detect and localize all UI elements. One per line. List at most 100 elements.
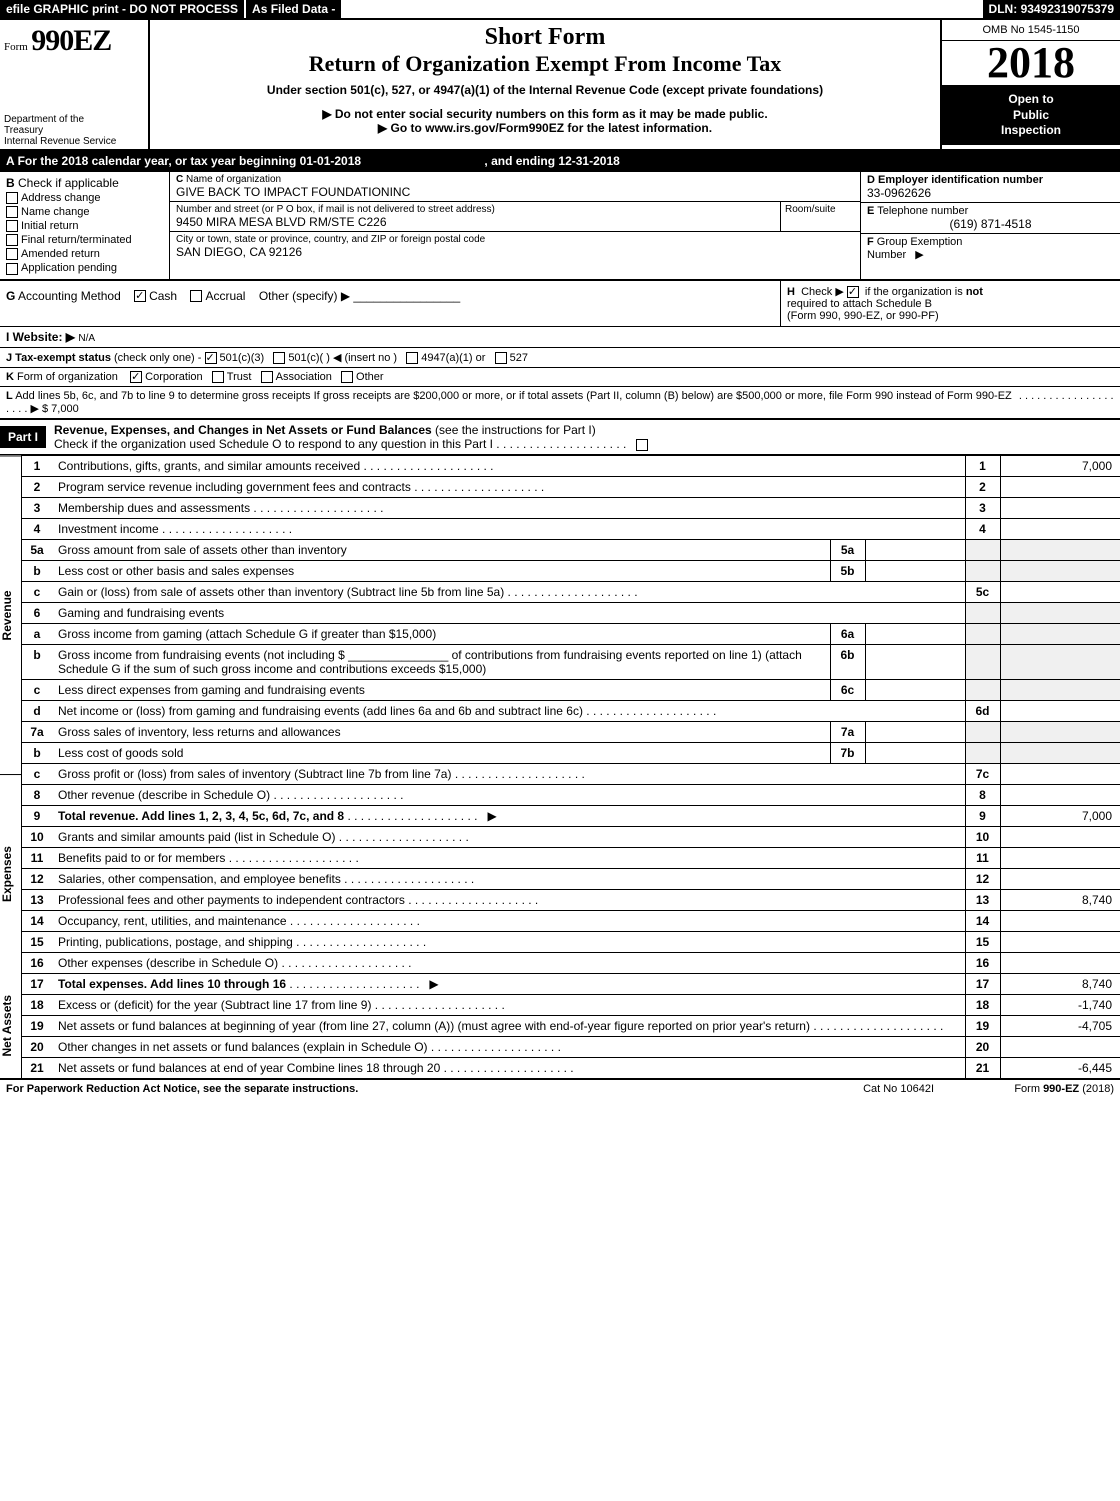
line-row: 17 Total expenses. Add lines 10 through … (22, 973, 1120, 994)
side-label-expenses: Expenses (0, 774, 21, 974)
line-box-num: 11 (965, 847, 1000, 868)
line-amount: 8,740 (1000, 973, 1120, 994)
line-row: 1 Contributions, gifts, grants, and simi… (22, 455, 1120, 476)
inline-box-label: 5a (830, 539, 865, 560)
check-box[interactable] (6, 234, 18, 246)
line-row: 10 Grants and similar amounts paid (list… (22, 826, 1120, 847)
side-label-net-assets: Net Assets (0, 974, 21, 1078)
as-filed-banner: As Filed Data - (246, 0, 341, 18)
k-checkbox[interactable] (261, 371, 273, 383)
inline-box-label: 6a (830, 623, 865, 644)
line-row: 4 Investment income 4 (22, 518, 1120, 539)
check-item: Name change (6, 206, 163, 218)
section-d-label: D Employer identification number (867, 174, 1114, 186)
inline-box-amt (865, 742, 965, 763)
dln-block: DLN: 93492319075379 (983, 0, 1120, 18)
line-amount (1000, 826, 1120, 847)
form-label: Form (4, 41, 28, 53)
check-item: Amended return (6, 248, 163, 260)
h-checkbox[interactable] (847, 286, 859, 298)
short-form-title: Short Form (158, 24, 932, 51)
section-l-row: L Add lines 5b, 6c, and 7b to line 9 to … (0, 387, 1120, 420)
footer-right: Form 990-EZ (2018) (934, 1083, 1114, 1095)
line-amount: 8,740 (1000, 889, 1120, 910)
footer-mid: Cat No 10642I (863, 1083, 934, 1095)
line-box-num: 19 (965, 1015, 1000, 1036)
dept-line-1: Department of the (4, 114, 144, 125)
section-g-row: G Accounting Method Cash Accrual Other (… (0, 281, 780, 326)
k-checkbox[interactable] (341, 371, 353, 383)
inline-box-amt (865, 644, 965, 679)
line-amount (1000, 497, 1120, 518)
inline-box-label: 7a (830, 721, 865, 742)
check-box[interactable] (6, 263, 18, 275)
check-box[interactable] (6, 206, 18, 218)
line-box-num: 12 (965, 868, 1000, 889)
check-box[interactable] (6, 220, 18, 232)
room-suite-label: Room/suite (780, 202, 860, 231)
efile-banner: efile GRAPHIC print - DO NOT PROCESS (0, 0, 244, 18)
line-amount (1000, 784, 1120, 805)
goto-link[interactable]: ▶ Go to www.irs.gov/Form990EZ for the la… (158, 121, 932, 135)
line-row: 8 Other revenue (describe in Schedule O)… (22, 784, 1120, 805)
accrual-checkbox[interactable] (190, 290, 202, 302)
section-b-label: B Check if applicable (6, 176, 163, 190)
cash-checkbox[interactable] (134, 290, 146, 302)
inline-box-amt (865, 679, 965, 700)
line-row: c Gain or (loss) from sale of assets oth… (22, 581, 1120, 602)
line-amount: 7,000 (1000, 455, 1120, 476)
line-row: 16 Other expenses (describe in Schedule … (22, 952, 1120, 973)
line-box-num: 5c (965, 581, 1000, 602)
footer-left: For Paperwork Reduction Act Notice, see … (6, 1083, 863, 1095)
line-box-num: 1 (965, 455, 1000, 476)
ein-value: 33-0962626 (867, 186, 1114, 200)
inline-box-amt (865, 721, 965, 742)
line-row: bLess cost of goods sold 7b (22, 742, 1120, 763)
inline-box-amt (865, 560, 965, 581)
line-amount (1000, 1036, 1120, 1057)
dept-line-2: Treasury (4, 125, 144, 136)
line-box-num: 6d (965, 700, 1000, 721)
part-i-subtitle: (see the instructions for Part I) (435, 423, 596, 437)
line-row: 20 Other changes in net assets or fund b… (22, 1036, 1120, 1057)
line-row: 15 Printing, publications, postage, and … (22, 931, 1120, 952)
line-row: 3 Membership dues and assessments 3 (22, 497, 1120, 518)
part-i-schedule-o-checkbox[interactable] (636, 439, 648, 451)
line-box-num: 7c (965, 763, 1000, 784)
line-box-num: 16 (965, 952, 1000, 973)
j-501c-checkbox[interactable] (273, 352, 285, 364)
line-amount (1000, 581, 1120, 602)
line-row: 18 Excess or (deficit) for the year (Sub… (22, 994, 1120, 1015)
line-row: bGross income from fundraising events (n… (22, 644, 1120, 679)
line-box-num: 17 (965, 973, 1000, 994)
section-a-row: A For the 2018 calendar year, or tax yea… (0, 151, 1120, 172)
section-k-row: K Form of organization Corporation Trust… (0, 368, 1120, 387)
j-527-checkbox[interactable] (495, 352, 507, 364)
line-row: 9 Total revenue. Add lines 1, 2, 3, 4, 5… (22, 805, 1120, 826)
line-amount (1000, 763, 1120, 784)
check-item: Initial return (6, 220, 163, 232)
addr-label: Number and street (or P O box, if mail i… (176, 204, 774, 215)
city-label: City or town, state or province, country… (176, 234, 854, 245)
line-row: 21 Net assets or fund balances at end of… (22, 1057, 1120, 1078)
inline-box-amt (865, 623, 965, 644)
k-checkbox[interactable] (130, 371, 142, 383)
inline-box-label: 7b (830, 742, 865, 763)
check-item: Application pending (6, 262, 163, 274)
dept-line-3: Internal Revenue Service (4, 136, 144, 147)
inline-box-label: 6b (830, 644, 865, 679)
main-title: Return of Organization Exempt From Incom… (158, 51, 932, 77)
org-city: SAN DIEGO, CA 92126 (176, 245, 854, 259)
part-i-checkline: Check if the organization used Schedule … (54, 437, 493, 451)
section-h-block: H Check ▶ if the organization is not req… (780, 281, 1120, 326)
line-row: 12 Salaries, other compensation, and emp… (22, 868, 1120, 889)
part-i-title: Revenue, Expenses, and Changes in Net As… (54, 423, 432, 437)
j-4947-checkbox[interactable] (406, 352, 418, 364)
k-checkbox[interactable] (212, 371, 224, 383)
line-amount (1000, 868, 1120, 889)
line-row: d Net income or (loss) from gaming and f… (22, 700, 1120, 721)
j-501c3-checkbox[interactable] (205, 352, 217, 364)
line-box-num: 10 (965, 826, 1000, 847)
check-box[interactable] (6, 248, 18, 260)
check-box[interactable] (6, 192, 18, 204)
